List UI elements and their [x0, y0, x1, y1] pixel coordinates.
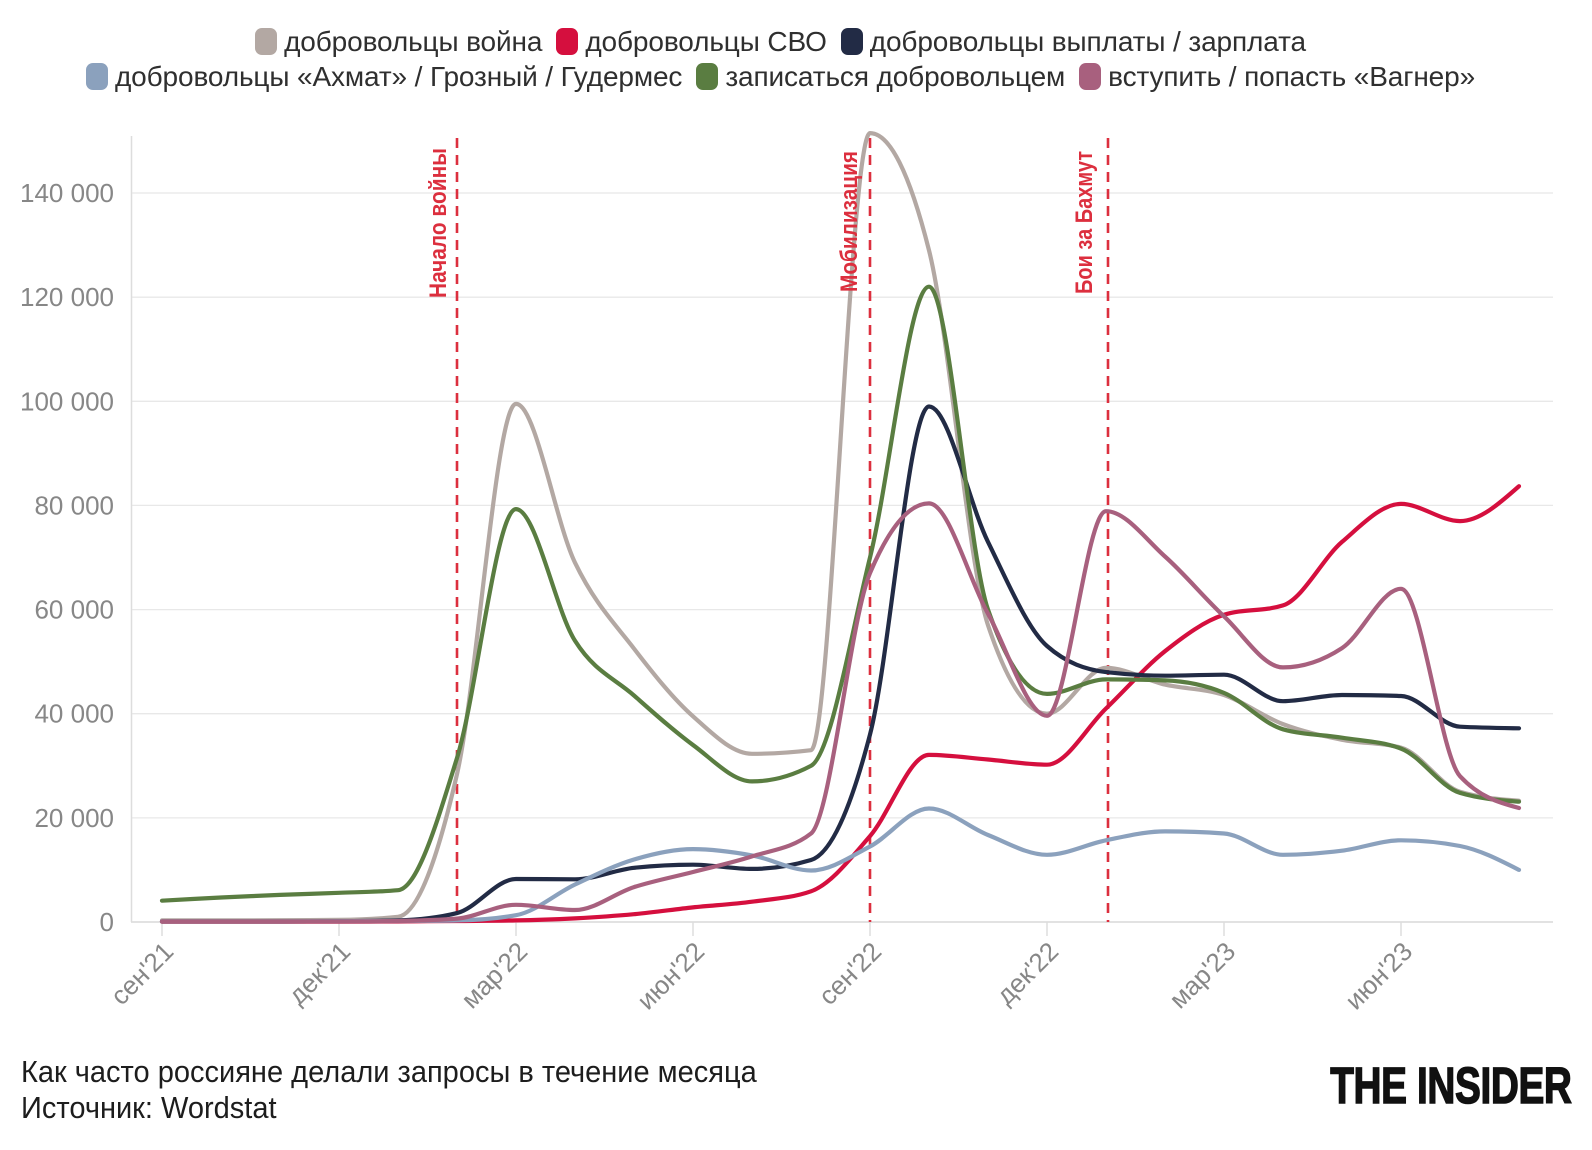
svg-text:Начало войны: Начало войны: [425, 148, 452, 298]
svg-text:120 000: 120 000: [20, 282, 114, 312]
svg-text:мар'23: мар'23: [1163, 936, 1241, 1014]
svg-text:сен'21: сен'21: [104, 936, 179, 1011]
svg-text:40 000: 40 000: [34, 699, 114, 729]
svg-text:дек'22: дек'22: [990, 936, 1064, 1010]
svg-text:80 000: 80 000: [34, 490, 114, 520]
svg-text:60 000: 60 000: [34, 595, 114, 625]
svg-text:июн'23: июн'23: [1339, 936, 1418, 1015]
svg-text:140 000: 140 000: [20, 178, 114, 208]
svg-text:20 000: 20 000: [34, 803, 114, 833]
svg-text:100 000: 100 000: [20, 386, 114, 416]
svg-text:июн'22: июн'22: [631, 936, 710, 1015]
svg-text:сен'22: сен'22: [812, 936, 887, 1011]
svg-text:0: 0: [100, 907, 114, 937]
svg-text:дек'21: дек'21: [282, 936, 356, 1010]
svg-text:мар'22: мар'22: [455, 936, 533, 1014]
svg-text:Бои за Бахмут: Бои за Бахмут: [1071, 151, 1098, 294]
svg-text:Мобилизация: Мобилизация: [836, 151, 863, 292]
